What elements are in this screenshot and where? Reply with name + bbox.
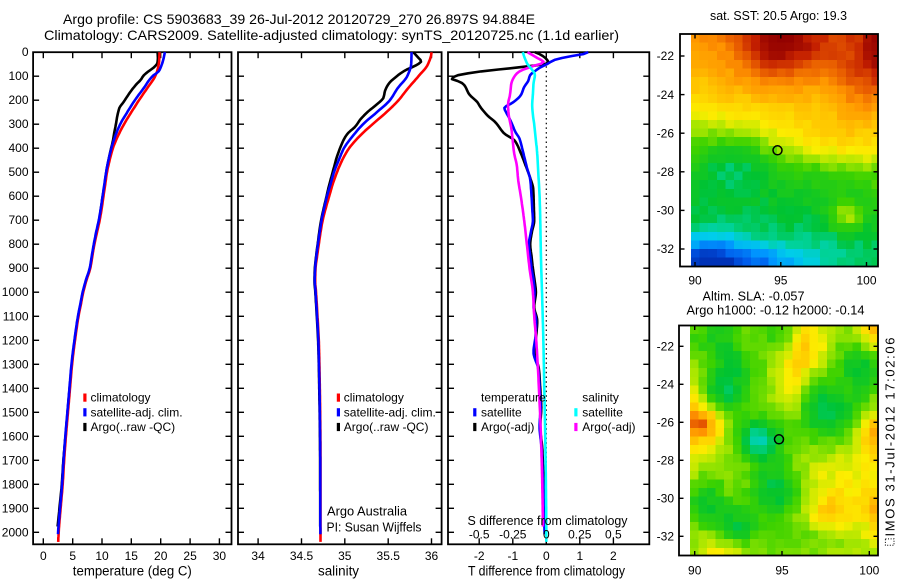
svg-text:Argo(..raw -QC): Argo(..raw -QC) xyxy=(91,420,176,434)
svg-text:1600: 1600 xyxy=(2,429,29,443)
svg-text:5: 5 xyxy=(69,549,76,563)
svg-text:95: 95 xyxy=(774,274,788,288)
svg-text:700: 700 xyxy=(8,213,28,227)
svg-text:satellite-adj. clim.: satellite-adj. clim. xyxy=(91,405,183,419)
svg-text:30: 30 xyxy=(213,549,227,563)
svg-text:100: 100 xyxy=(859,564,879,578)
svg-text:-30: -30 xyxy=(657,204,675,218)
svg-text:-2: -2 xyxy=(474,549,485,563)
svg-text:-26: -26 xyxy=(657,126,675,140)
svg-text:20: 20 xyxy=(154,549,168,563)
svg-text:34: 34 xyxy=(251,549,265,563)
svg-text:0: 0 xyxy=(543,549,550,563)
svg-text:Argo(..raw -QC): Argo(..raw -QC) xyxy=(344,420,429,434)
svg-text:1200: 1200 xyxy=(2,333,29,347)
svg-text:35.5: 35.5 xyxy=(377,549,401,563)
svg-text:-32: -32 xyxy=(657,530,675,544)
svg-text:temperature (deg C): temperature (deg C) xyxy=(73,564,192,579)
svg-text:0: 0 xyxy=(22,45,29,59)
svg-text:300: 300 xyxy=(8,117,28,131)
svg-text:-24: -24 xyxy=(657,378,675,392)
svg-text:-22: -22 xyxy=(657,49,675,63)
svg-text:Climatology: CARS2009. Satelli: Climatology: CARS2009. Satellite-adjuste… xyxy=(44,27,619,43)
svg-text:-28: -28 xyxy=(657,454,675,468)
svg-text:100: 100 xyxy=(856,274,876,288)
svg-text:Argo Australia: Argo Australia xyxy=(327,505,407,519)
svg-text:satellite: satellite xyxy=(582,405,623,419)
svg-text:climatology: climatology xyxy=(91,391,151,405)
svg-text:2000: 2000 xyxy=(2,525,29,539)
svg-text:900: 900 xyxy=(8,261,28,275)
svg-text:34.5: 34.5 xyxy=(290,549,314,563)
svg-text:1800: 1800 xyxy=(2,477,29,491)
svg-text:T difference from climatology: T difference from climatology xyxy=(468,564,625,579)
svg-text:1100: 1100 xyxy=(3,309,29,323)
svg-text:1000: 1000 xyxy=(2,285,29,299)
svg-text:Altim. SLA: -0.057: Altim. SLA: -0.057 xyxy=(703,290,805,304)
svg-text:1300: 1300 xyxy=(2,357,29,371)
svg-text:Argo profile: CS 5903683_39 26: Argo profile: CS 5903683_39 26-Jul-2012 … xyxy=(63,11,535,27)
svg-text:90: 90 xyxy=(688,564,702,578)
svg-text:0.25: 0.25 xyxy=(568,528,592,542)
svg-text:25: 25 xyxy=(183,549,197,563)
svg-text:-30: -30 xyxy=(657,492,675,506)
svg-text:PI: Susan Wijffels: PI: Susan Wijffels xyxy=(327,521,422,535)
svg-text:Argo(-adj): Argo(-adj) xyxy=(481,420,534,434)
svg-text:temperature: temperature xyxy=(481,391,546,405)
svg-text:0: 0 xyxy=(543,528,550,542)
svg-text:400: 400 xyxy=(8,141,28,155)
svg-text:95: 95 xyxy=(775,564,789,578)
svg-text:800: 800 xyxy=(8,237,28,251)
svg-text:600: 600 xyxy=(8,189,28,203)
svg-text:0.5: 0.5 xyxy=(605,528,622,542)
svg-text:Argo h1000: -0.12 h2000: -0.14: Argo h1000: -0.12 h2000: -0.14 xyxy=(687,304,865,318)
svg-text:-28: -28 xyxy=(657,165,675,179)
svg-text:IMOS 31-Jul-2012 17:02:06: IMOS 31-Jul-2012 17:02:06 xyxy=(882,338,897,537)
svg-text:1500: 1500 xyxy=(2,405,29,419)
svg-text:2: 2 xyxy=(610,549,617,563)
svg-text:1700: 1700 xyxy=(2,453,29,467)
svg-text:100: 100 xyxy=(8,69,28,83)
svg-text:15: 15 xyxy=(125,549,139,563)
svg-text:sat. SST: 20.5 Argo: 19.3: sat. SST: 20.5 Argo: 19.3 xyxy=(710,9,847,23)
svg-text:S difference from climatology: S difference from climatology xyxy=(468,514,629,528)
svg-text:climatology: climatology xyxy=(344,391,404,405)
svg-text:-22: -22 xyxy=(657,340,675,354)
svg-text:500: 500 xyxy=(8,165,28,179)
svg-text:satellite-adj. clim.: satellite-adj. clim. xyxy=(344,405,436,419)
svg-text:-26: -26 xyxy=(657,416,675,430)
svg-text:salinity: salinity xyxy=(582,391,619,405)
svg-text:-32: -32 xyxy=(657,242,675,256)
svg-text:-0.25: -0.25 xyxy=(499,528,527,542)
svg-text:-0.5: -0.5 xyxy=(469,528,490,542)
svg-text:0: 0 xyxy=(40,549,47,563)
svg-text:36: 36 xyxy=(425,549,439,563)
svg-text:-1: -1 xyxy=(507,549,518,563)
svg-text:35: 35 xyxy=(338,549,352,563)
svg-text:1900: 1900 xyxy=(2,501,29,515)
svg-text:1400: 1400 xyxy=(2,381,29,395)
svg-text:200: 200 xyxy=(8,93,28,107)
svg-text:1: 1 xyxy=(576,549,583,563)
svg-text:-24: -24 xyxy=(657,88,675,102)
svg-text:Argo(-adj): Argo(-adj) xyxy=(582,420,635,434)
svg-text:90: 90 xyxy=(688,274,702,288)
svg-text:10: 10 xyxy=(95,549,109,563)
svg-text:satellite: satellite xyxy=(481,405,522,419)
svg-text:salinity: salinity xyxy=(318,564,359,579)
